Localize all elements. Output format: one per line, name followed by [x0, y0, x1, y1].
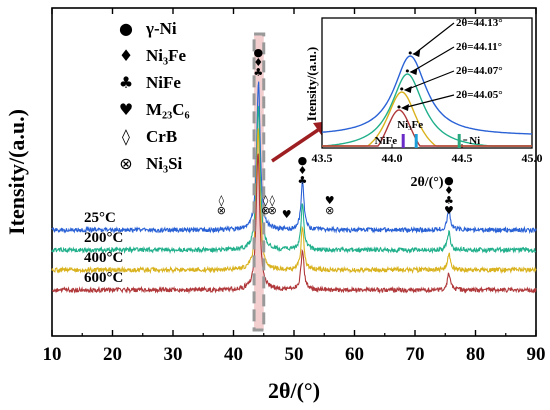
phase-marker-symbol: ♦ [298, 164, 308, 177]
inset-peak-dot: • [399, 83, 406, 96]
inset-x-tick-label: 44.0 [382, 151, 403, 165]
inset-peak-label: 2θ=44.13° [456, 17, 503, 29]
series-label: 600°C [84, 270, 123, 286]
phase-marker-symbol: ♣ [298, 174, 308, 187]
phase-marker-symbol: ⊗ [325, 204, 334, 217]
inset-series-line [321, 55, 533, 135]
legend-symbol: ♦ [119, 46, 133, 65]
inset-peak-arrowhead [412, 50, 421, 57]
phase-marker-symbol: ⊗ [268, 204, 277, 217]
inset-x-tick-label: 43.5 [312, 151, 333, 165]
x-tick-label: 60 [345, 344, 364, 365]
inset-x-tick-label: 44.5 [452, 151, 473, 165]
series-label: 400°C [84, 250, 123, 266]
x-tick-label: 70 [406, 344, 425, 365]
y-axis-title: Itensity/(a.u.) [4, 109, 29, 235]
inset-peak-arrow [413, 22, 455, 55]
phase-marker-symbol: ● [444, 174, 454, 187]
inset-reference-line [414, 134, 418, 148]
inset-plot-area [321, 17, 533, 149]
legend-label: γ-Ni [145, 19, 177, 38]
inset-chart: 43.5 44.0 44.5 45.0 • 2θ=44.13° • 2θ=44.11° • 2θ=… [304, 17, 543, 190]
inset-peak-label: 2θ=44.05° [456, 89, 503, 101]
phase-marker-symbol: ● [254, 46, 264, 59]
legend-symbol: ● [119, 19, 133, 38]
inset-peak-arrow [402, 94, 455, 109]
phase-marker-symbol: ♣ [253, 66, 263, 79]
legend-label: CrB [146, 127, 177, 146]
highlight-box [252, 32, 266, 332]
phase-marker-symbol: ◊ [270, 194, 276, 207]
inset-reference-line [401, 134, 405, 148]
inset-peak-dot: • [396, 101, 403, 114]
x-tick-label: 80 [466, 344, 485, 365]
x-tick-label: 90 [527, 344, 546, 365]
inset-reference-line [457, 134, 461, 148]
inset-peak-label: 2θ=44.07° [456, 65, 503, 77]
phase-marker-symbol: ◊ [219, 194, 225, 207]
legend-symbol: ♣ [119, 73, 133, 92]
inset-peak-dot: • [407, 47, 414, 60]
series-line [51, 81, 537, 235]
series-label: 25°C [84, 210, 116, 226]
inset-x-axis-title: 2θ/(°) [410, 175, 443, 190]
series-line [51, 128, 537, 275]
series-line [51, 105, 536, 255]
inset-peak-label: 2θ=44.11° [456, 41, 502, 53]
phase-marker-symbol: ⊗ [217, 204, 226, 217]
inset-peak-arrowhead [403, 86, 412, 93]
phase-marker-symbol: ● [298, 154, 308, 167]
inset-peak-dot: • [404, 65, 411, 78]
legend-label: M₂₃C₆ [146, 100, 190, 119]
inset-arrow [271, 128, 319, 163]
inset-reference-label: Ni [469, 135, 480, 147]
x-axis: 10 20 30 40 50 60 70 80 90 [43, 8, 546, 365]
legend-symbol: ⊗ [119, 154, 132, 173]
phase-marker-symbol: ♦ [253, 56, 263, 69]
phase-marker-symbol: ♥ [325, 194, 335, 207]
inset-series-line [322, 109, 532, 147]
phase-marker-symbol: ♥ [282, 208, 292, 221]
x-tick-label: 20 [103, 344, 122, 365]
x-tick-label: 30 [164, 344, 183, 365]
inset-layer: 43.5 44.0 44.5 45.0 • 2θ=44.13° • 2θ=44.11° • 2θ=… [312, 17, 543, 165]
inset-reference-label: NiFe [375, 135, 398, 147]
legend-symbol: ◊ [122, 127, 130, 146]
series-layer: 25°C 200°C 400°C 600°C [51, 81, 537, 295]
x-tick-label: 50 [285, 344, 304, 365]
legend-label: Ni₃Si [146, 154, 183, 173]
x-tick-label: 40 [224, 344, 243, 365]
legend-symbol: ♥ [119, 100, 133, 119]
phase-markers: ●♦♣●♦♣ ●♦♣♥◊⊗◊⊗◊⊗ ♥♥⊗ [217, 46, 454, 221]
legend-label: Ni₃Fe [146, 46, 186, 65]
phase-marker-symbol: ⊗ [261, 204, 270, 217]
legend-label: NiFe [146, 73, 181, 92]
inset-peak-arrowhead [401, 104, 409, 111]
inset-x-tick-label: 45.0 [522, 151, 543, 165]
phase-marker-symbol: ♥ [444, 204, 454, 217]
phase-marker-symbol: ◊ [263, 194, 269, 207]
series-line [51, 153, 537, 295]
phase-marker-symbol: ♣ [444, 194, 454, 207]
inset-reference-label: Ni₃Fe [397, 119, 423, 131]
legend: ● γ-Ni ♦ Ni₃Fe ♣ NiFe ♥ M₂₃C₆ ◊ CrB ⊗ Ni₃Si [119, 19, 190, 173]
inset-peak-arrow [411, 46, 455, 73]
phase-marker-symbol: ♦ [444, 184, 454, 197]
series-label: 200°C [84, 230, 123, 246]
inset-y-axis-title: Itensity/(a.u.) [304, 47, 319, 121]
x-tick-label: 10 [43, 344, 62, 365]
inset-peak-arrowhead [409, 68, 418, 75]
x-axis-title: 2θ/(°) [268, 378, 320, 403]
inset-peak-arrow [405, 70, 455, 91]
